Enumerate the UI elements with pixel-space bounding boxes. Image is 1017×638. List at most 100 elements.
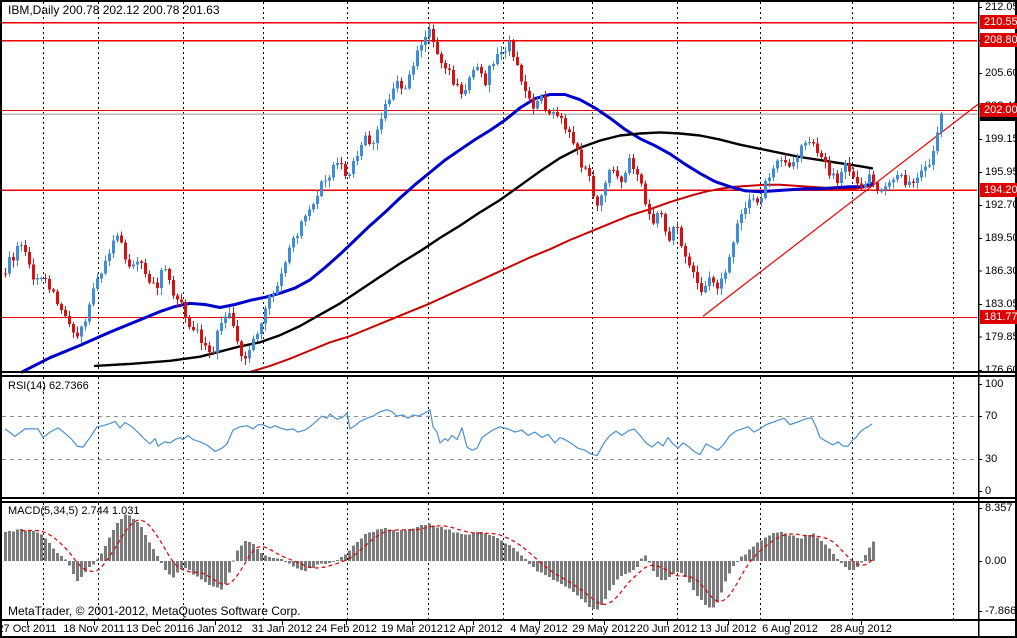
macd-histogram-bar: [432, 525, 435, 561]
macd-histogram-bar: [468, 534, 471, 561]
candle: [484, 73, 487, 86]
candle: [608, 169, 611, 184]
macd-histogram-bar: [740, 556, 743, 561]
macd-tick-label: 0.00: [985, 555, 1007, 567]
macd-histogram-bar: [584, 561, 587, 603]
candle: [692, 265, 695, 272]
candle: [88, 304, 91, 322]
macd-histogram-bar: [248, 542, 251, 561]
candle: [180, 299, 183, 303]
macd-histogram-bar: [188, 561, 191, 571]
macd-histogram-bar: [668, 561, 671, 577]
macd-histogram-bar: [184, 561, 187, 568]
macd-histogram-bar: [724, 561, 727, 582]
candle: [108, 253, 111, 262]
macd-histogram-bar: [836, 558, 839, 561]
candle: [808, 141, 811, 143]
date-label: 6 Jan 2012: [187, 623, 243, 635]
macd-histogram-bar: [16, 529, 19, 561]
candle: [252, 339, 255, 350]
candle: [804, 143, 807, 146]
candle: [920, 170, 923, 178]
macd-histogram-bar: [572, 561, 575, 592]
candle: [628, 157, 631, 173]
macd-histogram-bar: [624, 561, 627, 574]
macd-histogram-bar: [32, 531, 35, 561]
candle: [820, 153, 823, 158]
candle: [76, 332, 79, 337]
macd-histogram-bar: [540, 561, 543, 573]
vertical-gridlines: [43, 2, 954, 619]
macd-histogram-bar: [520, 555, 523, 561]
macd-histogram-bar: [704, 561, 707, 605]
candle: [888, 182, 891, 187]
macd-histogram-bar: [560, 561, 563, 584]
candle: [32, 264, 35, 280]
candle: [48, 279, 51, 290]
macd-histogram-bar: [152, 549, 155, 561]
macd-histogram-bar: [148, 542, 151, 561]
candle: [304, 216, 307, 222]
candles-layer: [4, 22, 943, 366]
macd-histogram-bar: [288, 561, 291, 564]
macd-histogram-bar: [164, 561, 167, 570]
macd-histogram-bar: [768, 535, 771, 561]
candle: [816, 143, 819, 154]
macd-histogram-bar: [692, 561, 695, 591]
candle: [228, 312, 231, 317]
price-badge-208.80: 208.80: [980, 33, 1017, 48]
macd-histogram-bar: [852, 561, 855, 570]
candle: [524, 81, 527, 91]
macd-histogram-bar: [196, 561, 199, 577]
candle: [68, 315, 71, 324]
macd-histogram-bar: [228, 561, 231, 573]
macd-histogram-bar: [232, 560, 235, 562]
candle: [56, 291, 59, 304]
candle: [584, 167, 587, 169]
candle: [500, 52, 503, 55]
macd-histogram-bar: [816, 537, 819, 561]
macd-histogram-bar: [140, 527, 143, 561]
trendline[interactable]: [702, 103, 979, 317]
candle: [728, 256, 731, 273]
macd-histogram-bar: [4, 532, 7, 561]
candle: [96, 278, 99, 289]
candle: [44, 278, 47, 280]
price-tick-label: 195.95: [985, 165, 1017, 178]
candle: [508, 41, 511, 52]
candle: [356, 156, 359, 162]
candle: [772, 168, 775, 178]
blue-moving-average: [20, 93, 874, 374]
candle: [532, 98, 535, 109]
macd-histogram-bar: [480, 532, 483, 561]
candle: [120, 235, 123, 243]
candle: [12, 257, 15, 261]
candle: [300, 221, 303, 236]
separator-line: [0, 501, 1017, 503]
candle: [436, 41, 439, 55]
candle: [260, 323, 263, 335]
candle: [392, 88, 395, 100]
macd-histogram-bar: [304, 561, 307, 571]
macd-histogram-bar: [516, 551, 519, 561]
macd-histogram-bar: [100, 553, 103, 561]
macd-histogram-bar: [872, 541, 875, 561]
macd-histogram-bar: [488, 535, 491, 561]
candle: [708, 277, 711, 287]
candle: [20, 245, 23, 247]
candle: [928, 165, 931, 167]
macd-histogram-bar: [780, 532, 783, 561]
candle: [536, 100, 539, 109]
candle: [380, 118, 383, 130]
candle: [244, 355, 247, 359]
candle: [452, 69, 455, 85]
candle: [296, 235, 299, 238]
candle: [904, 175, 907, 185]
date-label: 13 Jul 2012: [699, 623, 757, 635]
macd-histogram-bar: [284, 561, 287, 562]
candle: [900, 175, 903, 177]
date-label: 19 Mar 2012: [381, 623, 443, 635]
macd-histogram-bar: [796, 538, 799, 561]
candle: [776, 160, 779, 169]
